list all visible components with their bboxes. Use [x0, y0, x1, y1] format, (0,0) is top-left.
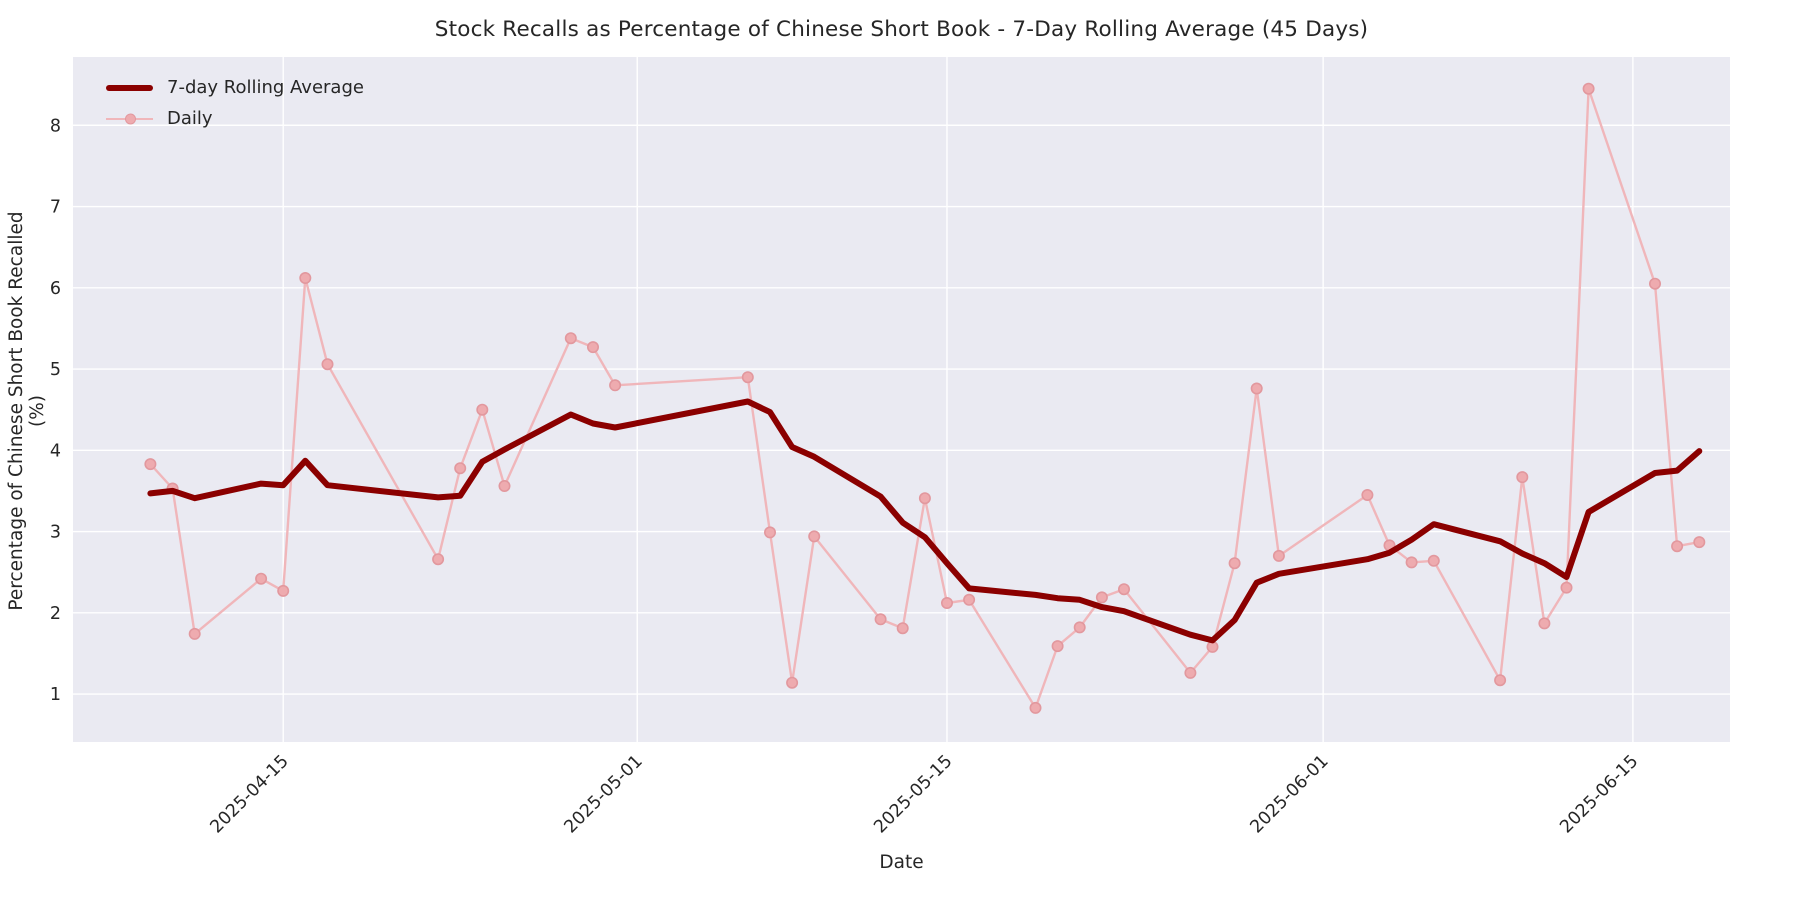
daily-point — [786, 676, 799, 689]
daily-point — [454, 462, 467, 475]
daily-point — [299, 271, 312, 284]
daily-point — [255, 572, 268, 585]
daily-point — [1073, 621, 1086, 634]
daily-point — [1361, 488, 1374, 501]
legend-label-rolling: 7-day Rolling Average — [167, 77, 364, 98]
daily-point — [432, 553, 445, 566]
daily-point — [1671, 540, 1684, 553]
daily-point — [1228, 557, 1241, 570]
daily-point — [144, 458, 157, 471]
legend-item-rolling: 7-day Rolling Average — [106, 76, 364, 100]
daily-point — [1118, 583, 1131, 596]
daily-point — [1494, 674, 1507, 687]
daily-point — [1560, 581, 1573, 594]
daily-point — [741, 371, 754, 384]
daily-point — [874, 613, 887, 626]
legend: 7-day Rolling Average Daily — [96, 70, 374, 137]
y-tick-label: 8 — [50, 116, 61, 136]
x-tick-label: 2025-05-15 — [870, 751, 956, 837]
daily-point — [1582, 82, 1595, 95]
daily-point — [277, 584, 290, 597]
daily-point — [1272, 549, 1285, 562]
daily-point — [1095, 591, 1108, 604]
daily-point — [896, 622, 909, 635]
daily-point — [1427, 554, 1440, 567]
daily-point — [321, 358, 334, 371]
daily-point — [586, 341, 599, 354]
legend-item-daily: Daily — [106, 107, 364, 131]
daily-point — [918, 492, 931, 505]
daily-point — [1405, 556, 1418, 569]
plot-area — [73, 57, 1730, 742]
daily-point — [1184, 666, 1197, 679]
daily-point — [940, 596, 953, 609]
y-tick-label: 4 — [50, 441, 61, 461]
daily-point — [476, 403, 489, 416]
daily-point — [1649, 277, 1662, 290]
daily-point — [1051, 640, 1064, 653]
y-tick-label: 6 — [50, 279, 61, 299]
x-tick-label: 2025-06-15 — [1556, 751, 1642, 837]
rolling-average-line — [147, 398, 1703, 644]
daily-line-swatch — [106, 113, 153, 125]
x-tick-label: 2025-05-01 — [561, 751, 647, 837]
daily-point — [963, 593, 976, 606]
daily-point — [498, 479, 511, 492]
chart-title: Stock Recalls as Percentage of Chinese S… — [434, 17, 1369, 42]
daily-point — [808, 530, 821, 543]
y-tick-label: 1 — [50, 685, 61, 705]
daily-point — [1538, 617, 1551, 630]
x-tick-label: 2025-04-15 — [207, 751, 293, 837]
daily-point — [1516, 471, 1529, 484]
y-axis-label: Percentage of Chinese Short Book Recalle… — [6, 211, 48, 611]
x-tick-label: 2025-06-01 — [1247, 751, 1333, 837]
daily-point — [188, 627, 201, 640]
y-tick-label: 2 — [50, 604, 61, 624]
daily-point — [763, 526, 776, 539]
daily-point — [1250, 382, 1263, 395]
x-axis-label: Date — [879, 852, 924, 873]
y-tick-label: 5 — [50, 360, 61, 380]
daily-point — [609, 379, 622, 392]
daily-point — [564, 332, 577, 345]
daily-point — [1693, 536, 1706, 549]
legend-label-daily: Daily — [167, 108, 213, 129]
daily-point — [1029, 701, 1042, 714]
y-tick-label: 3 — [50, 523, 61, 543]
rolling-line-swatch — [106, 85, 153, 91]
y-tick-label: 7 — [50, 198, 61, 218]
